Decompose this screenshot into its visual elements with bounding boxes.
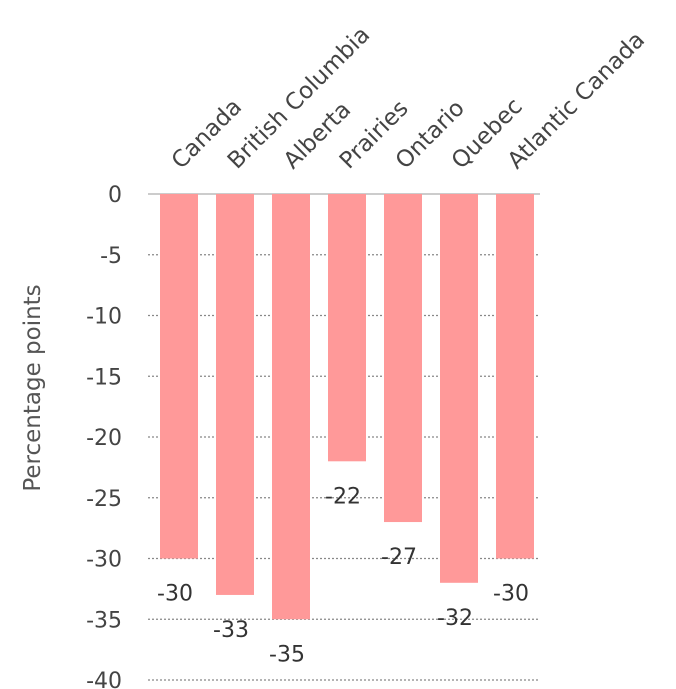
y-tick-label: -25 — [86, 487, 122, 512]
y-tick-label: -15 — [86, 365, 122, 390]
bar — [328, 194, 366, 462]
data-labels: -30 -33 -35 -22 -27 -32 -30 — [157, 484, 529, 667]
data-label: -27 — [381, 545, 417, 570]
data-label: -35 — [269, 642, 305, 667]
y-tick-label: -30 — [86, 548, 122, 573]
y-tick-label: 0 — [108, 183, 122, 208]
bars — [160, 194, 534, 620]
y-tick-label: -20 — [86, 426, 122, 451]
data-label: -33 — [213, 618, 249, 643]
data-label: -30 — [157, 582, 193, 607]
y-tick-label: -35 — [86, 608, 122, 633]
data-label: -30 — [493, 582, 529, 607]
y-axis-title: Percentage points — [20, 284, 46, 491]
y-tick-label: -40 — [86, 669, 122, 689]
bar — [216, 194, 254, 595]
bar — [272, 194, 310, 620]
data-label: -22 — [325, 484, 361, 509]
bar — [160, 194, 198, 559]
bar — [440, 194, 478, 583]
bar — [384, 194, 422, 523]
category-label: Atlantic Canada — [503, 27, 650, 174]
y-axis-ticks: 0 -5 -10 -15 -20 -25 -30 -35 -40 — [86, 183, 122, 689]
data-label: -32 — [437, 606, 473, 631]
y-tick-label: -10 — [86, 305, 122, 330]
y-tick-label: -5 — [100, 244, 122, 269]
bar — [496, 194, 534, 559]
